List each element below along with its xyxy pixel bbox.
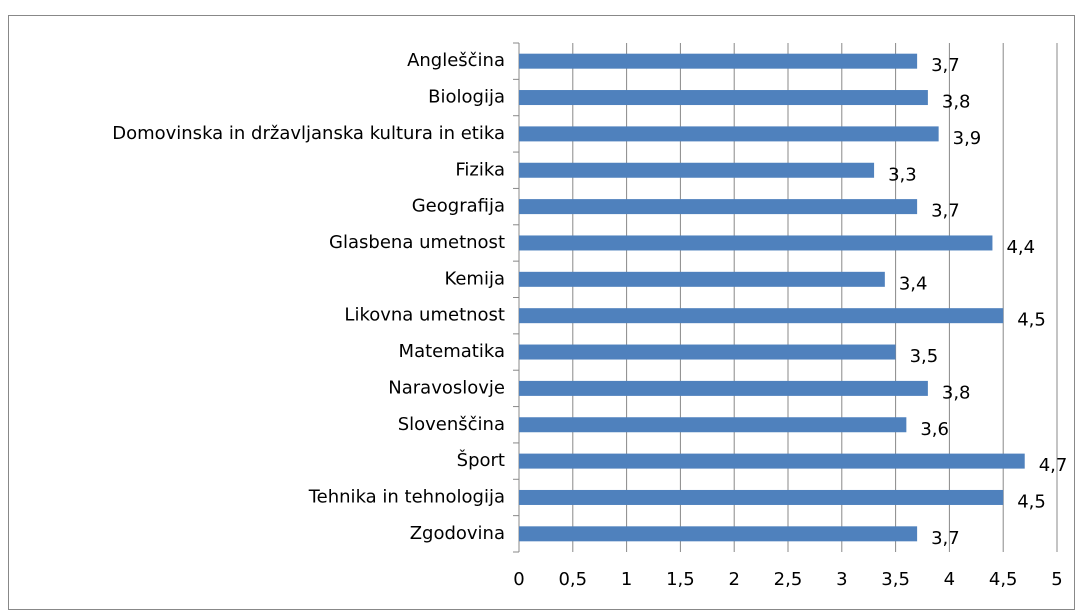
- value-label: 4,4: [1006, 237, 1035, 258]
- x-tick-label: 0,5: [558, 569, 587, 590]
- x-tick-label: 1,5: [666, 569, 695, 590]
- y-tick-label: Likovna umetnost: [344, 305, 505, 326]
- bar: [519, 417, 907, 433]
- bar: [519, 235, 993, 251]
- y-tick-label: Biologija: [428, 87, 505, 108]
- x-tick-label: 4,5: [989, 569, 1018, 590]
- y-tick-label: Naravoslovje: [388, 377, 505, 398]
- bar: [519, 526, 918, 542]
- bar: [519, 199, 918, 215]
- value-label: 3,3: [888, 164, 917, 185]
- y-tick-label: Glasbena umetnost: [329, 232, 505, 253]
- value-label: 4,7: [1039, 455, 1068, 476]
- x-tick-label: 0: [513, 569, 524, 590]
- value-label: 3,4: [899, 273, 928, 294]
- x-tick-label: 3,5: [881, 569, 910, 590]
- x-tick-label: 2: [728, 569, 739, 590]
- bar: [519, 380, 928, 396]
- y-tick-label: Kemija: [444, 268, 505, 289]
- y-tick-label: Matematika: [399, 341, 505, 362]
- x-tick-label: 4: [944, 569, 955, 590]
- bar: [519, 90, 928, 106]
- y-tick-label: Zgodovina: [410, 523, 505, 544]
- value-label: 3,8: [942, 92, 971, 113]
- bar: [519, 489, 1004, 505]
- value-label: 3,9: [953, 128, 982, 149]
- bar: [519, 271, 885, 287]
- y-tick-label: Fizika: [455, 159, 505, 180]
- value-label: 3,7: [931, 528, 960, 549]
- value-label: 3,5: [910, 346, 939, 367]
- y-tick-label: Tehnika in tehnologija: [308, 486, 505, 507]
- value-label: 3,7: [931, 201, 960, 222]
- bar: [519, 344, 896, 360]
- x-tick-label: 1: [621, 569, 632, 590]
- value-label: 4,5: [1017, 310, 1046, 331]
- y-tick-label: Angleščina: [407, 50, 505, 71]
- y-tick-label: Domovinska in državljanska kultura in et…: [112, 123, 505, 144]
- value-label: 4,5: [1017, 491, 1046, 512]
- bar: [519, 162, 875, 178]
- x-tick-label: 2,5: [774, 569, 803, 590]
- y-tick-label: Slovenščina: [398, 414, 505, 435]
- value-label: 3,8: [942, 382, 971, 403]
- value-label: 3,7: [931, 55, 960, 76]
- bar: [519, 308, 1004, 324]
- bar: [519, 453, 1025, 469]
- x-tick-label: 3: [836, 569, 847, 590]
- y-tick-label: Šport: [457, 449, 505, 471]
- bar: [519, 53, 918, 69]
- bar: [519, 126, 939, 142]
- value-label: 3,6: [920, 419, 949, 440]
- x-tick-label: 5: [1051, 569, 1062, 590]
- y-tick-label: Geografija: [412, 196, 505, 217]
